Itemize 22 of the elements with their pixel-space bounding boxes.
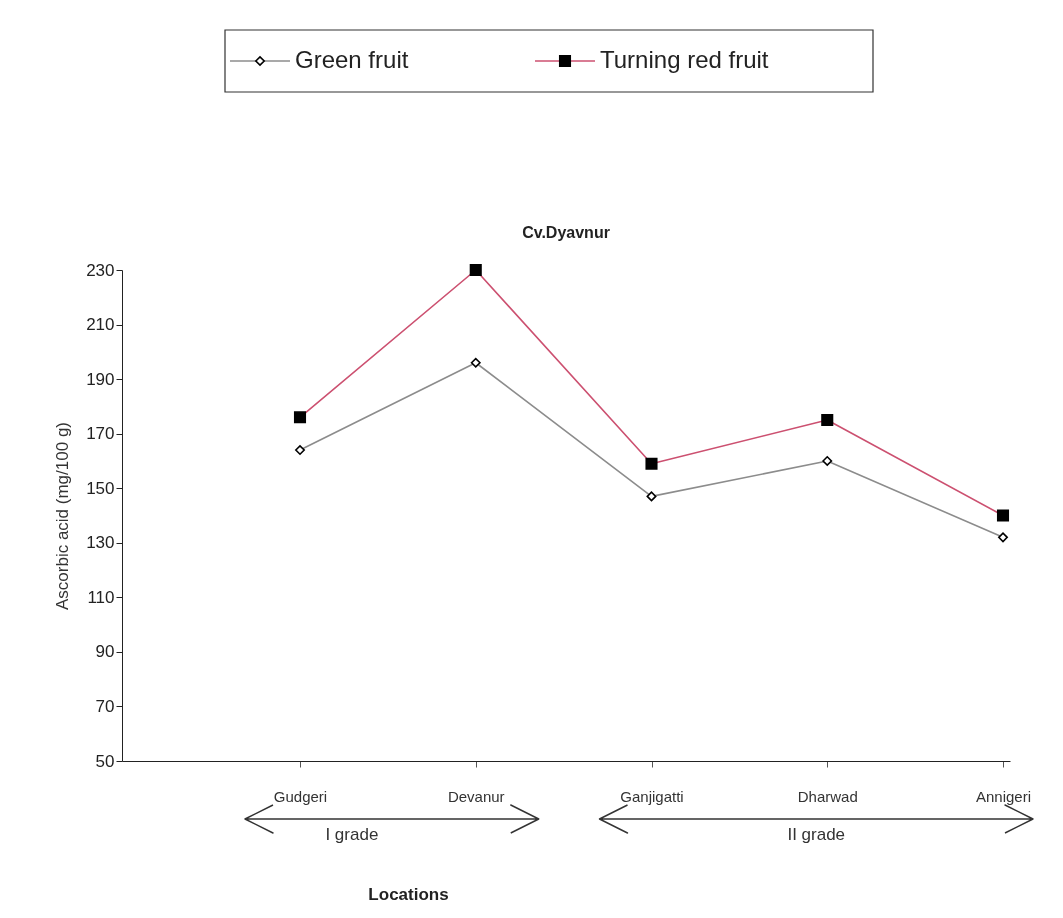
legend-label: Green fruit [295,46,409,73]
text: II grade [787,825,846,844]
y-tick-label: 210 [86,315,115,335]
chart-title: Cv.Dyavnur [522,224,610,241]
x-tick-label: Ganjigatti [620,787,684,805]
y-axis-title: Ascorbic acid (mg/100 g) [53,421,73,611]
text: I grade [325,825,379,844]
y-tick-label: 190 [86,369,115,389]
y-tick-label: 70 [95,696,115,716]
y-tick-label: 90 [95,642,115,662]
x-axis-title: Locations [368,884,449,904]
x-tick-label: Dharwad [797,787,858,805]
y-tick-label: 150 [86,478,115,498]
x-tick-label: Devanur [447,787,505,805]
y-tick-label: 50 [95,751,115,771]
legend-label: Turning red fruit [600,46,769,73]
x-tick-label: Gudgeri [273,787,328,805]
y-tick-label: 110 [87,587,115,607]
y-tick-label: 230 [86,260,115,280]
y-tick-label: 130 [86,533,115,553]
y-tick-label: 170 [86,424,115,444]
x-tick-label: Annigeri [975,787,1032,805]
